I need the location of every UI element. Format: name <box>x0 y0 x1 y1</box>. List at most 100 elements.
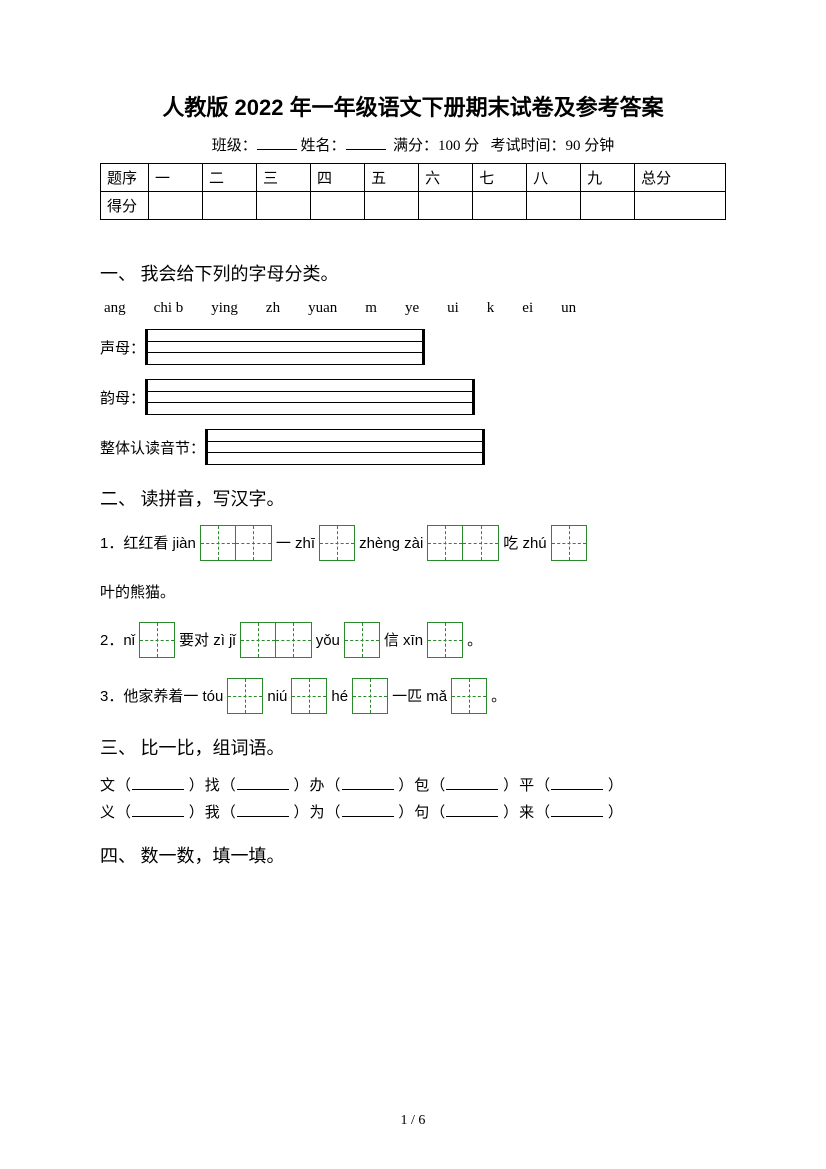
blank[interactable] <box>342 802 394 817</box>
word-item: ）办（ <box>294 778 342 794</box>
q2-1: 1．红红看 jiàn 一 zhī zhèng zài 吃 zhú <box>100 525 726 561</box>
q-text: 2．nǐ <box>100 627 135 654</box>
name-label: 姓名： <box>300 138 345 154</box>
pinyin-item: m <box>365 300 377 317</box>
q-text: hé <box>331 683 348 710</box>
pinyin-item: un <box>561 300 576 317</box>
col-head: 总分 <box>635 164 726 192</box>
section3-heading: 三、 比一比，组词语。 <box>100 734 726 760</box>
score-cell[interactable] <box>419 192 473 220</box>
word-item: ）我（ <box>189 805 237 821</box>
section2-heading: 二、 读拼音，写汉字。 <box>100 485 726 511</box>
pinyin-item: ei <box>522 300 533 317</box>
score-cell[interactable] <box>203 192 257 220</box>
category-label: 韵母： <box>100 387 145 408</box>
col-head: 七 <box>473 164 527 192</box>
category-label: 整体认读音节： <box>100 437 205 458</box>
q-text: 。 <box>491 683 506 710</box>
word-item: ）找（ <box>189 778 237 794</box>
q-text: zhèng zài <box>359 530 423 557</box>
tian-box[interactable] <box>427 622 463 658</box>
score-cell[interactable] <box>311 192 365 220</box>
exam-time: 考试时间：90 分钟 <box>491 138 615 154</box>
blank[interactable] <box>551 802 603 817</box>
word-item: ）包（ <box>398 778 446 794</box>
answer-box[interactable] <box>205 429 485 465</box>
tian-box[interactable] <box>139 622 175 658</box>
q-text: 。 <box>467 627 482 654</box>
full-score: 满分：100 分 <box>393 138 479 154</box>
answer-box[interactable] <box>145 379 475 415</box>
tian-box[interactable] <box>551 525 587 561</box>
word-item: 义（ <box>100 805 132 821</box>
score-cell[interactable] <box>149 192 203 220</box>
compare-row-2: 义（ ）我（ ）为（ ）句（ ）来（ ） <box>100 801 726 822</box>
subtitle: 班级： 姓名： 满分：100 分 考试时间：90 分钟 <box>100 134 726 155</box>
q2-3: 3．他家养着一 tóu niú hé 一匹 mǎ 。 <box>100 678 726 714</box>
blank[interactable] <box>446 775 498 790</box>
class-label: 班级： <box>212 138 257 154</box>
score-cell[interactable] <box>527 192 581 220</box>
score-cell[interactable] <box>581 192 635 220</box>
table-row: 题序 一 二 三 四 五 六 七 八 九 总分 <box>101 164 726 192</box>
blank[interactable] <box>237 775 289 790</box>
table-row: 得分 <box>101 192 726 220</box>
q-text: 吃 zhú <box>503 530 546 557</box>
col-head: 五 <box>365 164 419 192</box>
category-shengmu: 声母： <box>100 329 726 365</box>
score-cell[interactable] <box>257 192 311 220</box>
tian-pair[interactable] <box>200 525 272 561</box>
word-item: ）为（ <box>294 805 342 821</box>
score-cell[interactable] <box>473 192 527 220</box>
q-text: niú <box>267 683 287 710</box>
blank[interactable] <box>237 802 289 817</box>
pinyin-item: ye <box>405 300 419 317</box>
q2-2: 2．nǐ 要对 zì jǐ yǒu 信 xīn 。 <box>100 622 726 658</box>
blank[interactable] <box>132 775 184 790</box>
pinyin-item: ui <box>447 300 459 317</box>
tian-box[interactable] <box>319 525 355 561</box>
word-item: ） <box>608 778 624 794</box>
category-yunmu: 韵母： <box>100 379 726 415</box>
tian-pair[interactable] <box>427 525 499 561</box>
tian-box[interactable] <box>344 622 380 658</box>
q-text: 要对 zì jǐ <box>179 627 236 654</box>
page-title: 人教版 2022 年一年级语文下册期末试卷及参考答案 <box>100 90 726 122</box>
pinyin-list: ang chi b ying zh yuan m ye ui k ei un <box>100 300 726 317</box>
blank[interactable] <box>551 775 603 790</box>
name-blank[interactable] <box>346 135 386 150</box>
q-text: 3．他家养着一 tóu <box>100 683 223 710</box>
pinyin-item: ang <box>104 300 126 317</box>
answer-box[interactable] <box>145 329 425 365</box>
word-item: ）来（ <box>503 805 551 821</box>
pinyin-item: k <box>487 300 495 317</box>
pinyin-item: ying <box>211 300 238 317</box>
score-table: 题序 一 二 三 四 五 六 七 八 九 总分 得分 <box>100 163 726 220</box>
category-zhengti: 整体认读音节： <box>100 429 726 465</box>
blank[interactable] <box>132 802 184 817</box>
blank[interactable] <box>446 802 498 817</box>
tian-box[interactable] <box>227 678 263 714</box>
word-item: ）平（ <box>503 778 551 794</box>
tian-box[interactable] <box>451 678 487 714</box>
col-head: 九 <box>581 164 635 192</box>
class-blank[interactable] <box>257 135 297 150</box>
col-head: 四 <box>311 164 365 192</box>
q-text: 一 zhī <box>276 530 315 557</box>
row-label: 题序 <box>101 164 149 192</box>
tian-pair[interactable] <box>240 622 312 658</box>
section4-heading: 四、 数一数，填一填。 <box>100 842 726 868</box>
tian-box[interactable] <box>291 678 327 714</box>
col-head: 三 <box>257 164 311 192</box>
score-cell[interactable] <box>365 192 419 220</box>
col-head: 一 <box>149 164 203 192</box>
category-label: 声母： <box>100 337 145 358</box>
pinyin-item: yuan <box>308 300 337 317</box>
compare-row-1: 文（ ）找（ ）办（ ）包（ ）平（ ） <box>100 774 726 795</box>
score-cell[interactable] <box>635 192 726 220</box>
row-label: 得分 <box>101 192 149 220</box>
word-item: ）句（ <box>398 805 446 821</box>
blank[interactable] <box>342 775 394 790</box>
pinyin-item: chi b <box>154 300 184 317</box>
tian-box[interactable] <box>352 678 388 714</box>
